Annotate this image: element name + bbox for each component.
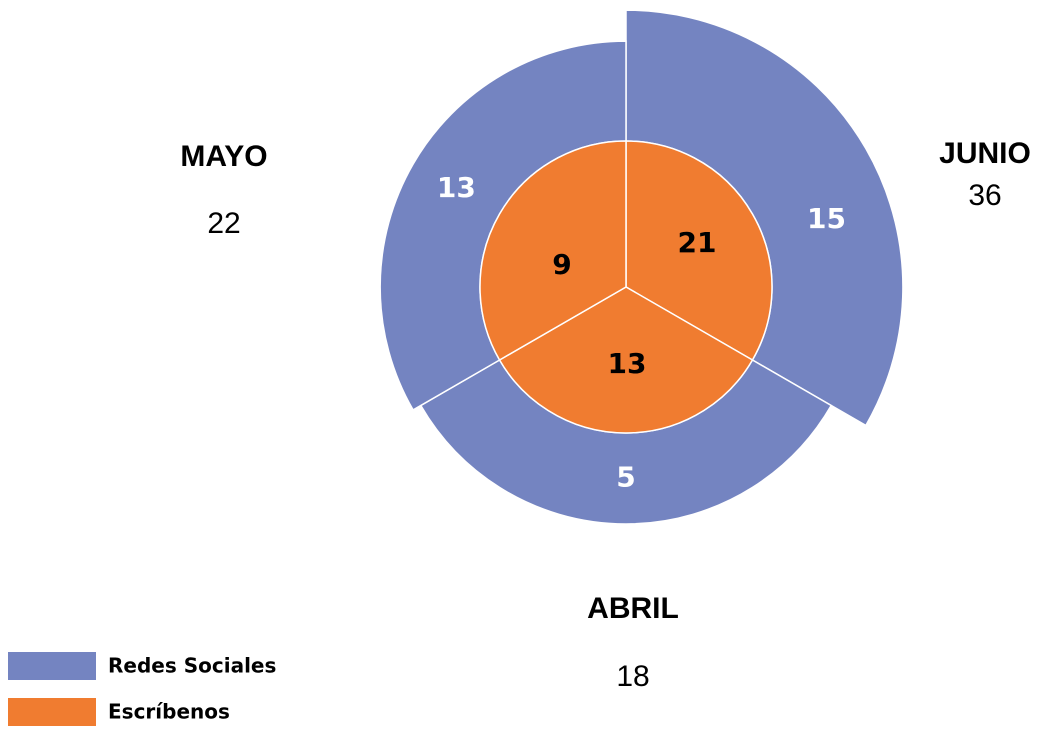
legend-label: Redes Sociales [108, 654, 276, 678]
legend-label: Escríbenos [108, 700, 230, 724]
inner-sector [498, 286, 754, 434]
outer-value-label: 13 [437, 171, 476, 204]
legend-swatch [8, 652, 96, 680]
total-label: 22 [207, 207, 240, 240]
inner-sector [479, 140, 627, 362]
inner-value-label: 21 [678, 226, 717, 259]
inner-sector [625, 140, 773, 362]
legend-swatch [8, 698, 96, 726]
inner-value-label: 9 [552, 248, 571, 281]
category-label: JUNIO [939, 137, 1031, 170]
category-label: MAYO [180, 140, 267, 173]
category-label: ABRIL [587, 592, 679, 625]
outer-value-label: 5 [616, 460, 635, 493]
outer-value-label: 15 [807, 202, 846, 235]
total-label: 36 [968, 179, 1001, 212]
total-label: 18 [616, 660, 649, 693]
inner-value-label: 13 [608, 347, 647, 380]
